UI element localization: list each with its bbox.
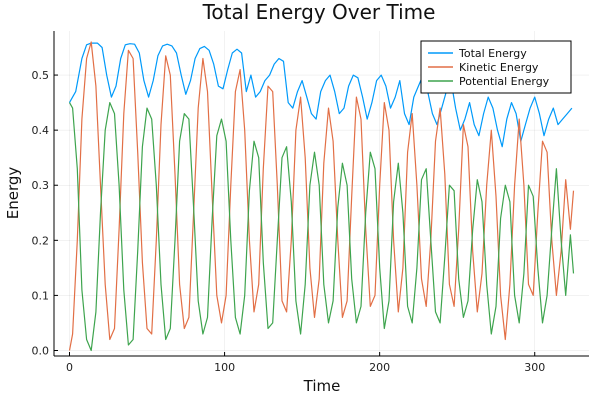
y-tick-label: 0.5 xyxy=(32,69,50,82)
x-tick-label: 300 xyxy=(524,361,545,374)
y-tick-label: 0.2 xyxy=(32,234,50,247)
y-tick-label: 0.1 xyxy=(32,289,50,302)
total-energy-legend-label: Total Energy xyxy=(458,47,527,60)
axis-ticks: 0 100 200 300 0.0 0.1 0.2 0.3 0.4 0.5 xyxy=(32,69,546,374)
potential-energy-line xyxy=(68,101,575,352)
x-tick-label: 0 xyxy=(66,361,73,374)
kinetic-energy-line xyxy=(68,41,575,351)
total-energy-line xyxy=(68,42,573,148)
y-tick-label: 0.4 xyxy=(32,124,50,137)
y-tick-label: 0.0 xyxy=(32,344,50,357)
potential-energy-legend-label: Potential Energy xyxy=(459,75,550,88)
x-tick-label: 200 xyxy=(369,361,390,374)
y-axis-label: Energy xyxy=(4,167,22,220)
kinetic-energy-legend-label: Kinetic Energy xyxy=(459,61,539,74)
chart-title: Total Energy Over Time xyxy=(202,0,436,24)
x-tick-label: 100 xyxy=(214,361,235,374)
y-tick-label: 0.3 xyxy=(32,179,50,192)
series-lines xyxy=(68,41,575,352)
x-axis-label: Time xyxy=(303,377,341,395)
